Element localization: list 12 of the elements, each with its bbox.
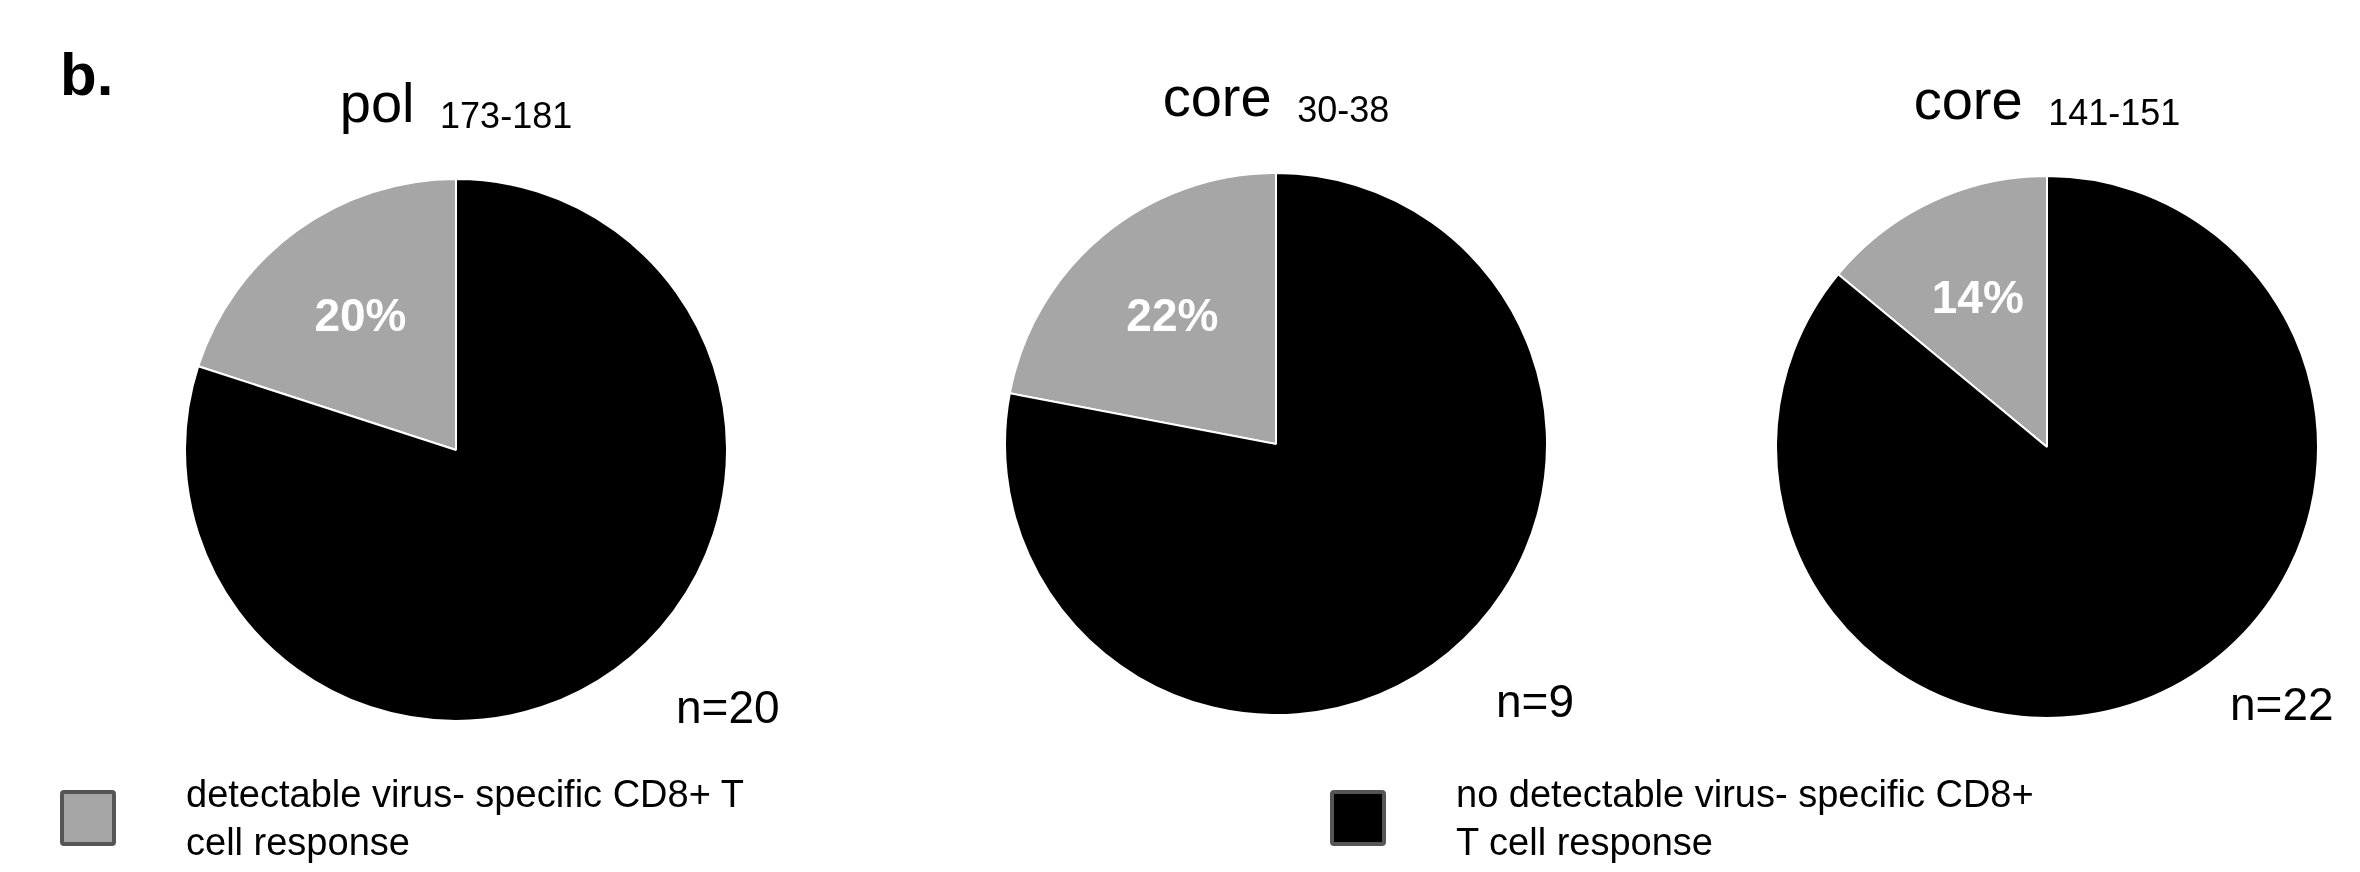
chart-title: core $_{30-38}$ [1161,64,1391,131]
chart-title: pol $_{173-181}$ [338,70,574,137]
chart-title: core $_{141-151}$ [1912,67,2182,134]
data-label: 22% [1126,289,1219,342]
legend-label: detectable virus- specific CD8+ T cell response [186,772,745,865]
text: n=22 [2230,677,2334,731]
data-label: 14% [1931,270,2024,323]
text: n=20 [676,680,780,734]
text: n=9 [1496,674,1575,728]
text: b. [60,40,114,109]
legend-label: no detectable virus- specific CD8+ T cell response [1456,772,2035,865]
data-label: 20% [314,289,407,342]
